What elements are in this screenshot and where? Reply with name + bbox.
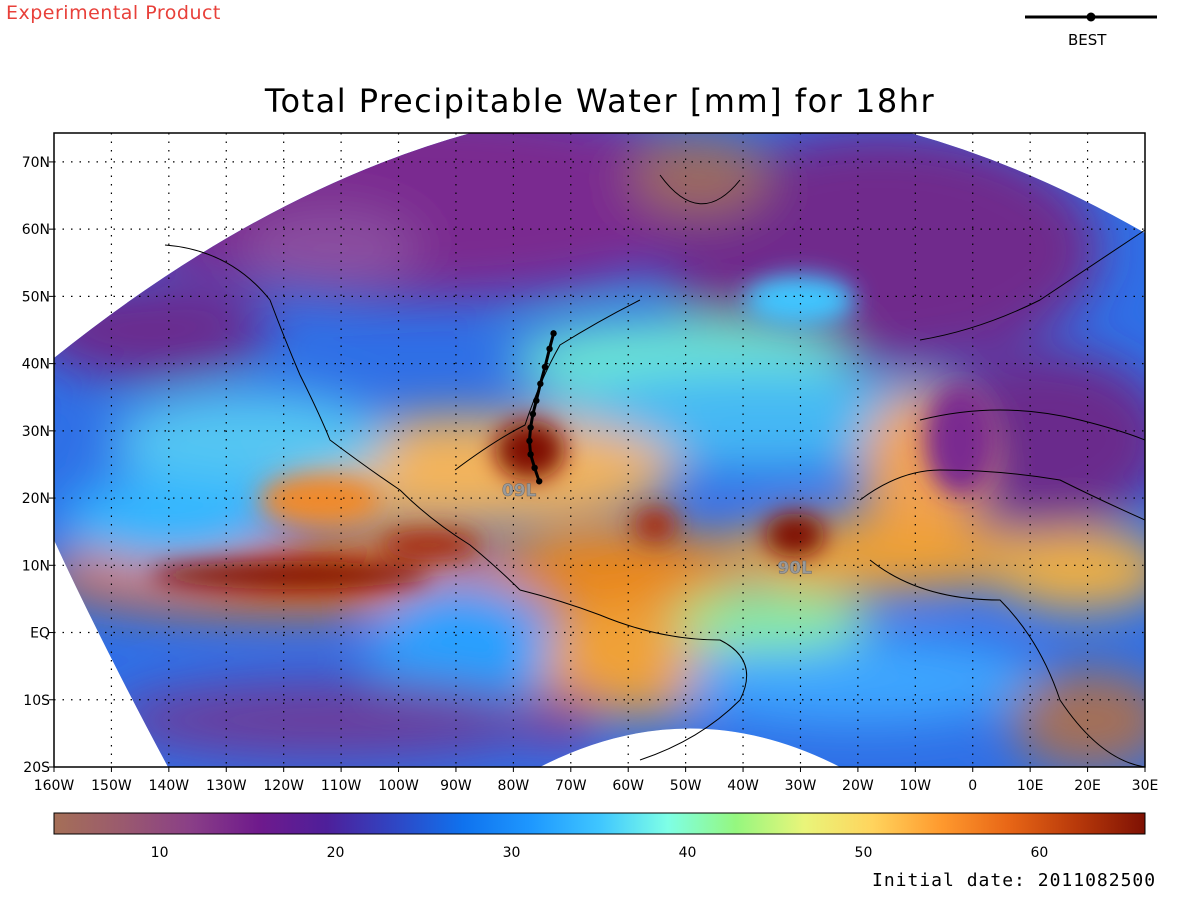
best-track-point [541, 363, 549, 371]
best-track-point [531, 464, 538, 472]
colorbar-tick-label: 10 [151, 845, 169, 861]
initial-date-label: Initial date: [872, 870, 1026, 891]
lat-tick-label: 50N [22, 289, 50, 305]
storm-labels: 09L 90L [502, 481, 813, 579]
best-track-point [527, 424, 534, 431]
lon-tick-label: 100W [378, 778, 419, 794]
best-track-point [536, 478, 543, 485]
best-track-point [527, 451, 534, 458]
best-track-point [550, 330, 557, 337]
colorbar-labels: 10 20 30 40 50 60 [151, 845, 1049, 861]
longitude-axis: 160W 150W 140W 130W 120W 110W 100W 90W 80W 70W 60W… [34, 767, 1159, 794]
lon-tick-label: 20E [1074, 778, 1101, 794]
lon-tick-label: 0 [968, 778, 977, 794]
best-track-point [526, 437, 533, 445]
lon-tick-label: 50W [670, 778, 702, 794]
lat-tick-label: 60N [22, 222, 50, 238]
storm-label: 09L [502, 481, 537, 501]
lat-tick-label: 10N [22, 558, 50, 574]
lon-tick-label: 130W [206, 778, 247, 794]
best-track-legend-label: BEST [1068, 31, 1107, 49]
lon-tick-label: 120W [263, 778, 304, 794]
colorbar-tick-label: 20 [327, 845, 345, 861]
lon-tick-label: 60W [612, 778, 644, 794]
lat-tick-label: 40N [22, 357, 50, 373]
lat-tick-label: 30N [22, 424, 50, 440]
best-track-point [529, 410, 537, 418]
lon-tick-label: 150W [91, 778, 132, 794]
best-track-point [546, 345, 553, 353]
lon-tick-label: 110W [321, 778, 362, 794]
storm-label: 90L [777, 558, 812, 578]
lat-tick-label: 70N [22, 155, 50, 171]
lon-tick-label: 90W [440, 778, 472, 794]
map-title: Total Precipitable Water [mm] for 18hr [264, 82, 936, 120]
lat-tick-label: 10S [23, 693, 50, 709]
colorbar-tick-label: 50 [855, 845, 873, 861]
tpw-field [54, 133, 1145, 767]
experimental-product-label: Experimental Product [6, 2, 221, 24]
lon-tick-label: 20W [842, 778, 874, 794]
plot-frame [53, 132, 1146, 768]
lon-tick-label: 70W [555, 778, 587, 794]
colorbar-tick-label: 30 [503, 845, 521, 861]
lon-tick-label: 40W [727, 778, 759, 794]
lon-tick-label: 30E [1132, 778, 1159, 794]
initial-date-value: 2011082500 [1037, 870, 1157, 891]
lat-lon-grid [54, 133, 1145, 767]
initial-date: Initial date: 2011082500 [872, 870, 1156, 891]
lon-tick-label: 80W [498, 778, 530, 794]
latitude-axis: 70N 60N 50N 40N 30N 20N 10N EQ 10S 20S [22, 155, 54, 776]
lat-tick-label: 20S [23, 760, 50, 776]
coastlines [164, 174, 1145, 767]
lat-tick-label: 20N [22, 491, 50, 507]
lon-tick-label: 10E [1017, 778, 1044, 794]
colorbar-tick-label: 40 [679, 845, 697, 861]
best-track-legend [1025, 12, 1157, 22]
colorbar [53, 812, 1146, 835]
best-track-points [526, 330, 557, 485]
lon-tick-label: 30W [785, 778, 817, 794]
lon-tick-label: 140W [149, 778, 190, 794]
colorbar-tick-label: 60 [1031, 845, 1049, 861]
lon-tick-label: 160W [34, 778, 75, 794]
best-track-point [537, 380, 544, 387]
lon-tick-label: 10W [899, 778, 931, 794]
lat-tick-label: EQ [30, 626, 50, 642]
best-track-point [533, 397, 540, 404]
best-track-legend-dot [1086, 12, 1096, 22]
